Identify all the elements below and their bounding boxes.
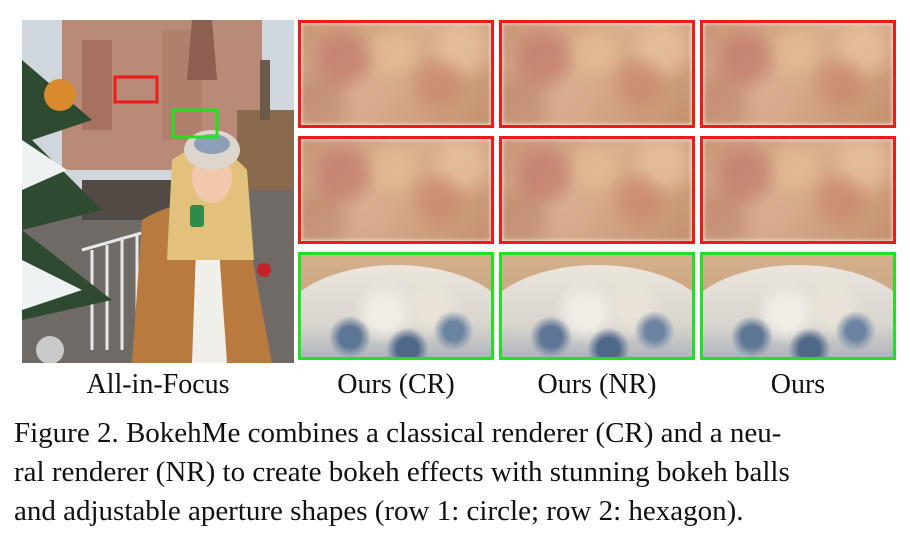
crop-nr-row1	[499, 20, 695, 128]
crop-ours-row2	[700, 136, 896, 244]
crop-nr-row3	[499, 252, 695, 360]
crop-cr-row3	[298, 252, 494, 360]
green-crop-marker	[171, 108, 219, 139]
caption-line: and adjustable aperture shapes (row 1: c…	[14, 495, 744, 527]
all-in-focus-photo	[22, 20, 294, 363]
crop-cr-row2	[298, 136, 494, 244]
crop-nr-row2	[499, 136, 695, 244]
label-ours-nr: Ours (NR)	[537, 369, 657, 400]
label-all-in-focus: All-in-Focus	[86, 369, 230, 400]
caption-line: Figure 2. BokehMe combines a classical r…	[14, 417, 782, 449]
crop-ours-row3	[700, 252, 896, 360]
caption-line: ral renderer (NR) to create bokeh effect…	[14, 456, 790, 488]
figure-caption: Figure 2. BokehMe combines a classical r…	[14, 414, 904, 531]
label-ours-cr: Ours (CR)	[337, 369, 455, 400]
crop-ours-row1	[700, 20, 896, 128]
all-in-focus-illustration	[22, 20, 294, 363]
red-crop-marker	[113, 75, 159, 104]
crop-cr-row1	[298, 20, 494, 128]
label-ours: Ours	[770, 369, 826, 400]
